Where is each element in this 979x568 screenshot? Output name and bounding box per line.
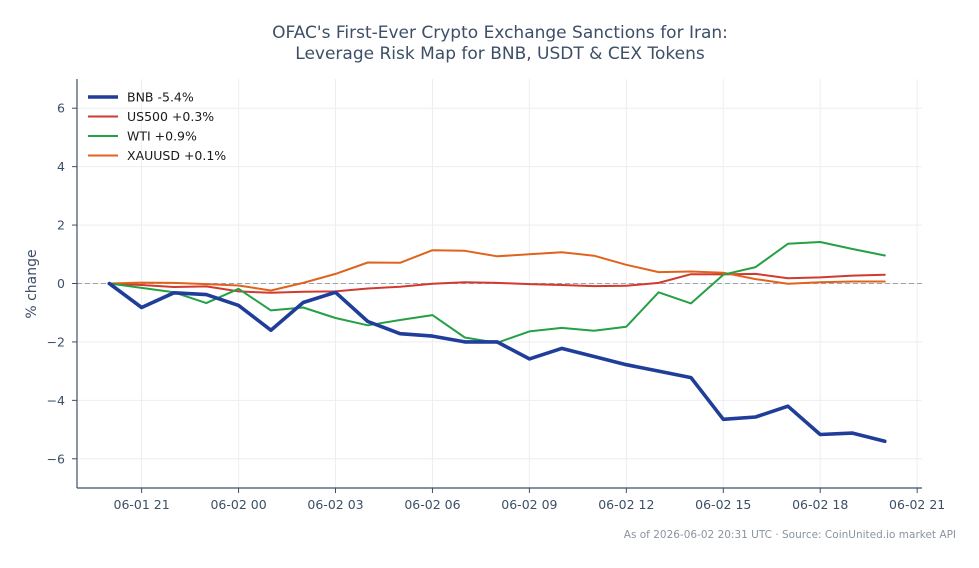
tick-labels: 06-01 21 06-02 00 06-02 03 06-02 06 06-02 09…: [47, 101, 946, 512]
y-tick-label: −4: [47, 393, 65, 408]
y-tick-label: 6: [57, 101, 65, 116]
y-tick-label: 0: [57, 276, 65, 291]
chart-title: OFAC's First-Ever Crypto Exchange Sancti…: [272, 23, 728, 43]
series-line-4: [108, 249, 886, 292]
legend-label: BNB -5.4%: [127, 90, 194, 105]
x-tick-label: 06-02 21: [889, 497, 945, 512]
x-tick-label: 06-02 18: [792, 497, 848, 512]
series-lines: [107, 241, 887, 444]
chart-subtitle: Leverage Risk Map for BNB, USDT & CEX To…: [295, 44, 705, 64]
y-axis-label: % change: [24, 249, 40, 318]
y-tick-label: 4: [57, 159, 65, 174]
legend-label: WTI +0.9%: [127, 129, 197, 144]
y-tick-label: −2: [47, 334, 65, 349]
axes: [72, 79, 922, 493]
series-line-2: [108, 272, 886, 294]
x-tick-label: 06-02 15: [695, 497, 751, 512]
legend-label: US500 +0.3%: [127, 109, 214, 124]
series-line-1: [107, 281, 887, 444]
y-tick-label: −6: [47, 451, 65, 466]
x-tick-label: 06-02 12: [598, 497, 654, 512]
x-tick-label: 06-02 06: [404, 497, 460, 512]
legend-label: XAUUSD +0.1%: [127, 148, 226, 163]
legend: BNB -5.4% US500 +0.3% WTI +0.9% XAUUSD +0.1…: [88, 90, 226, 163]
x-tick-label: 06-01 21: [114, 497, 170, 512]
x-tick-label: 06-02 03: [307, 497, 363, 512]
y-tick-label: 2: [57, 218, 65, 233]
x-tick-label: 06-02 09: [501, 497, 557, 512]
source-note: As of 2026-06-02 20:31 UTC · Source: Coi…: [624, 529, 956, 541]
x-tick-label: 06-02 00: [210, 497, 266, 512]
